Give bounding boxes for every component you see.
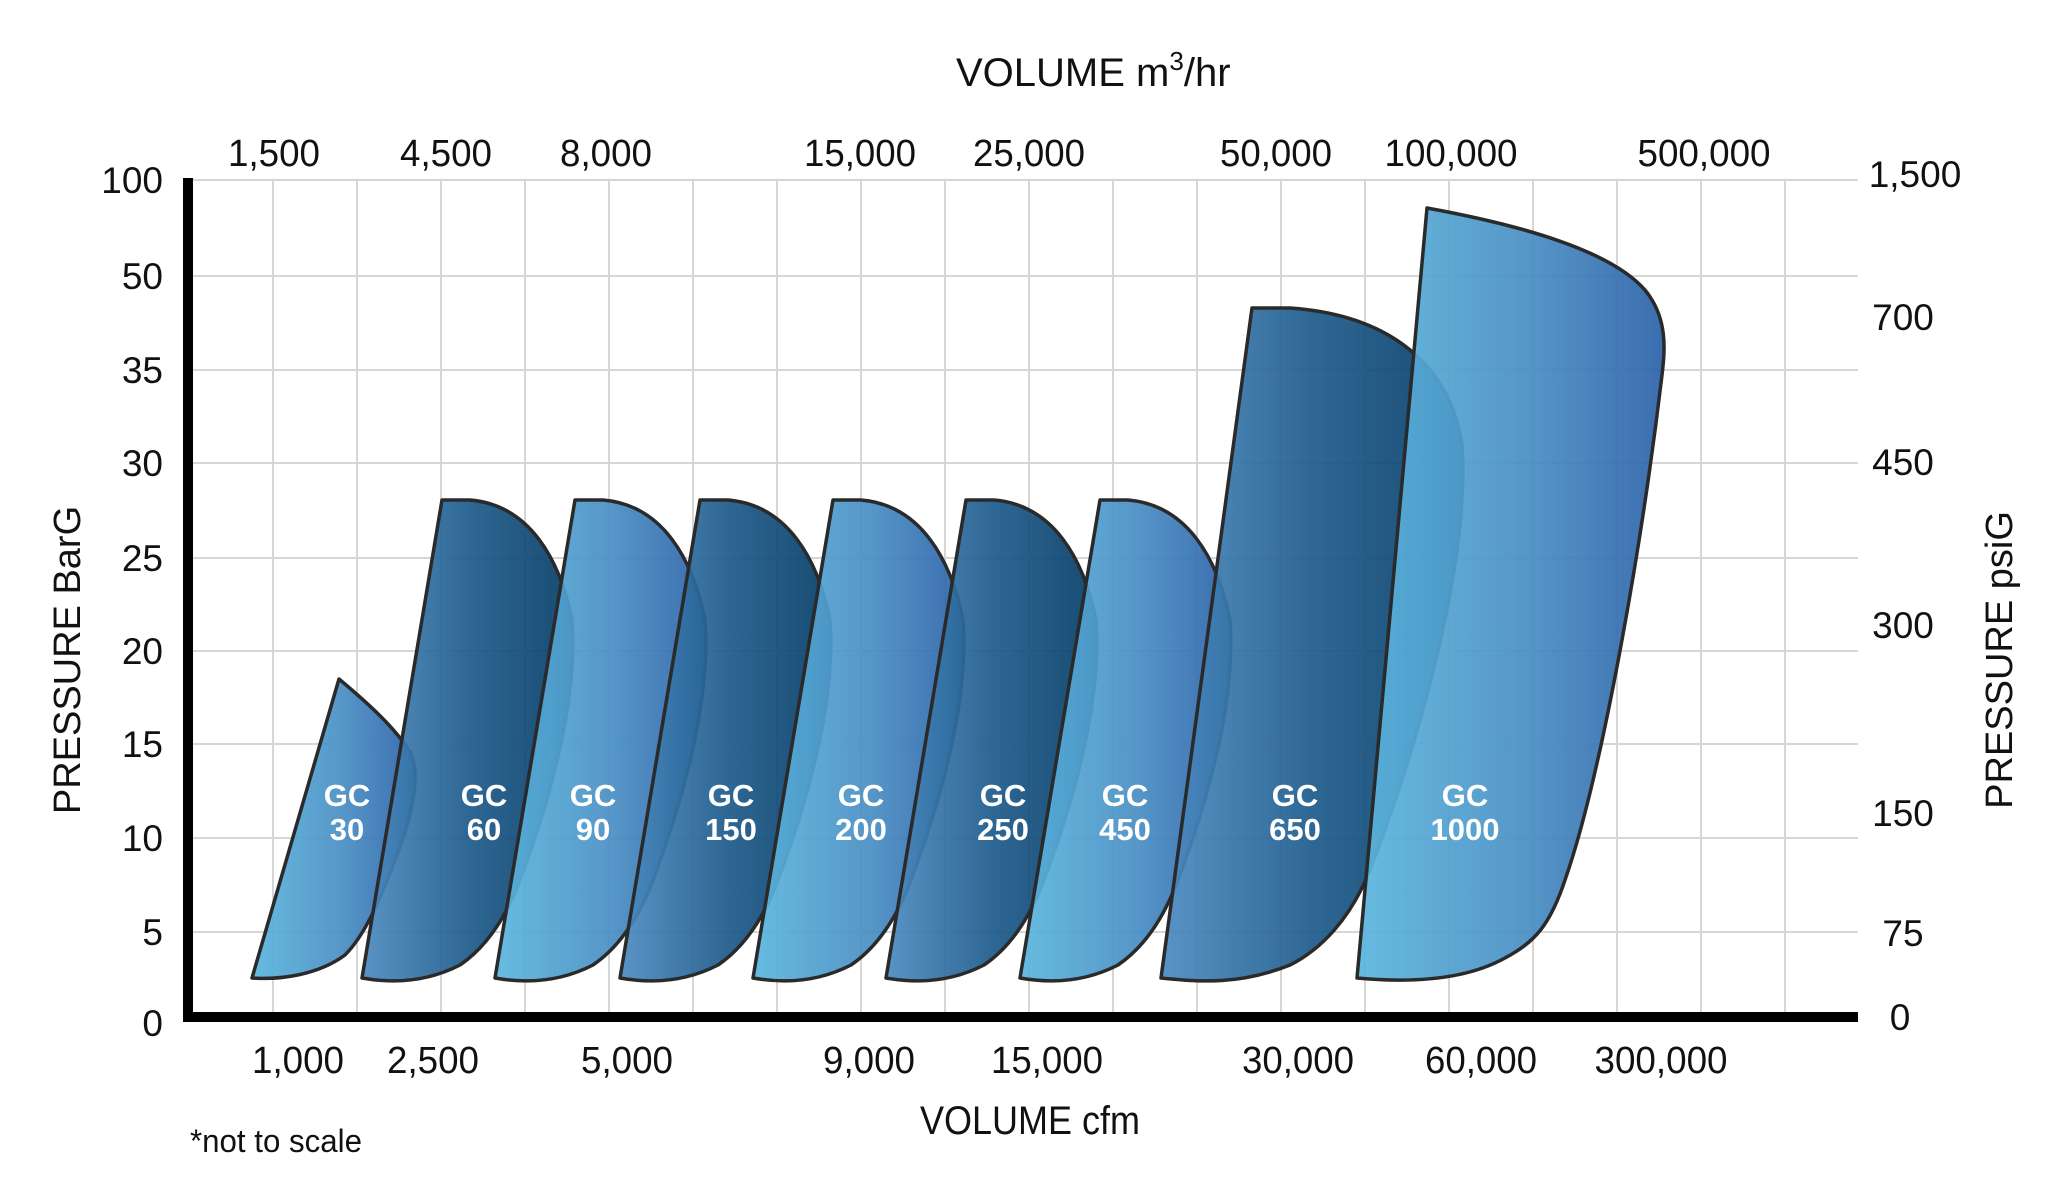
tick: 50,000 xyxy=(1220,133,1332,175)
tick: 1,500 xyxy=(228,133,320,175)
tick: 50 xyxy=(122,256,163,297)
label-gc450-line2: 450 xyxy=(1099,812,1151,847)
tick: 25 xyxy=(122,538,163,579)
tick: 100,000 xyxy=(1385,133,1518,175)
label-gc650-line2: 650 xyxy=(1269,812,1321,847)
tick: 150 xyxy=(1872,793,1934,834)
tick: 0 xyxy=(1890,997,1911,1038)
tick: 9,000 xyxy=(823,1040,915,1082)
bottom-axis-ticks: 1,000 2,500 5,000 9,000 15,000 30,000 60… xyxy=(252,1040,1728,1082)
label-gc30-line1: GC xyxy=(324,778,371,813)
bottom-axis-title: VOLUME cfm xyxy=(920,1099,1140,1143)
tick: 300,000 xyxy=(1595,1040,1728,1082)
tick: 15,000 xyxy=(991,1040,1103,1082)
x-axis-line xyxy=(183,1012,1858,1022)
label-gc150-line2: 150 xyxy=(705,812,757,847)
top-axis-title-sup: 3 xyxy=(1169,46,1183,76)
top-axis-ticks: 1,500 4,500 8,000 15,000 25,000 50,000 1… xyxy=(228,133,1771,175)
tick: 1,500 xyxy=(1869,154,1962,195)
label-gc1000-line2: 1000 xyxy=(1431,812,1500,847)
tick: 0 xyxy=(142,1003,163,1044)
tick: 4,500 xyxy=(400,133,492,175)
compressor-envelopes xyxy=(250,206,1666,983)
label-gc90-line2: 90 xyxy=(576,812,610,847)
tick: 15 xyxy=(122,724,163,765)
footnote: *not to scale xyxy=(190,1123,362,1159)
top-axis-title-tail: /hr xyxy=(1184,51,1231,95)
label-gc60-line1: GC xyxy=(461,778,508,813)
tick: 35 xyxy=(122,350,163,391)
label-gc60-line2: 60 xyxy=(467,812,501,847)
tick: 8,000 xyxy=(560,133,652,175)
tick: 1,000 xyxy=(252,1040,344,1082)
tick: 30,000 xyxy=(1242,1040,1354,1082)
tick: 60,000 xyxy=(1425,1040,1537,1082)
tick: 5,000 xyxy=(581,1040,673,1082)
tick: 300 xyxy=(1872,605,1934,646)
label-gc200-line1: GC xyxy=(838,778,885,813)
top-axis-title-main: VOLUME m xyxy=(956,51,1169,95)
top-axis-title: VOLUME m3/hr xyxy=(956,46,1231,95)
tick: 20 xyxy=(122,631,163,672)
tick: 25,000 xyxy=(973,133,1085,175)
right-axis-title: PRESSURE psiG xyxy=(1979,511,2021,809)
label-gc200-line2: 200 xyxy=(835,812,887,847)
label-gc650-line1: GC xyxy=(1272,778,1319,813)
envelope-gc1000 xyxy=(1355,206,1666,982)
tick: 10 xyxy=(122,818,163,859)
label-gc250-line1: GC xyxy=(980,778,1027,813)
left-axis-title: PRESSURE BarG xyxy=(47,506,89,814)
tick: 100 xyxy=(101,160,163,201)
tick: 2,500 xyxy=(387,1040,479,1082)
label-gc150-line1: GC xyxy=(708,778,755,813)
label-gc250-line2: 250 xyxy=(977,812,1029,847)
envelope-labels: GC 30 GC 60 GC 90 GC 150 GC 200 GC 250 G… xyxy=(324,778,1500,847)
tick: 450 xyxy=(1872,442,1934,483)
tick: 30 xyxy=(122,443,163,484)
label-gc90-line1: GC xyxy=(570,778,617,813)
tick: 15,000 xyxy=(804,133,916,175)
label-gc450-line1: GC xyxy=(1102,778,1149,813)
tick: 75 xyxy=(1882,913,1923,954)
tick: 700 xyxy=(1872,297,1934,338)
right-axis-ticks: 1,500 700 450 300 150 75 0 xyxy=(1869,154,1962,1038)
label-gc1000-line1: GC xyxy=(1442,778,1489,813)
label-gc30-line2: 30 xyxy=(330,812,364,847)
left-axis-ticks: 100 50 35 30 25 20 15 10 5 0 xyxy=(101,160,163,1044)
y-axis-line xyxy=(183,178,193,1022)
axes xyxy=(183,178,1858,1022)
tick: 500,000 xyxy=(1638,133,1771,175)
tick: 5 xyxy=(142,912,163,953)
